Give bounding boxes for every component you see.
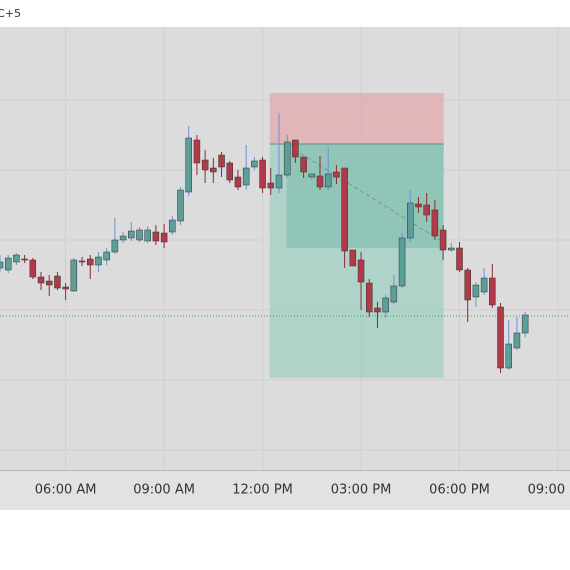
candle-body (103, 251, 110, 261)
candle-body (169, 219, 176, 233)
candle-body (505, 343, 512, 369)
candle-body (185, 137, 192, 193)
candle-body (78, 260, 86, 263)
x-tick-label: 06:00 AM (35, 483, 97, 498)
candle-body (292, 139, 299, 158)
candle-body (87, 258, 94, 266)
candle-body (456, 247, 463, 271)
candle-body (62, 286, 69, 290)
candle-body (464, 269, 471, 301)
trend-line (294, 149, 441, 241)
candle-body (177, 189, 184, 222)
candle-body (37, 276, 45, 284)
candle-body (210, 167, 217, 173)
x-tick-label: 09:00 PM (528, 483, 570, 498)
candle-body (160, 232, 168, 243)
candle-body (316, 175, 324, 188)
x-tick-label: 09:00 AM (133, 483, 195, 498)
x-tick-label: 03:00 PM (331, 483, 392, 498)
candle-body (407, 202, 414, 239)
candle-body (349, 249, 357, 267)
candle-body (333, 171, 340, 178)
candle-body (275, 174, 283, 189)
timezone-label: UTC+5 (0, 7, 21, 20)
candle-body (54, 275, 61, 289)
candle-body (341, 167, 348, 252)
candle-body (415, 203, 422, 208)
candle-body (382, 297, 389, 313)
candle-body (431, 209, 439, 237)
stop-zone (269, 93, 444, 144)
x-tick-label: 12:00 PM (232, 483, 293, 498)
candle-body (513, 332, 521, 349)
candle-body (152, 231, 160, 242)
candle-body (111, 239, 119, 253)
candle-body (374, 307, 381, 313)
candle-body (300, 156, 307, 173)
candle-body (390, 285, 398, 303)
candle-body (193, 139, 201, 164)
candle-body (218, 154, 225, 168)
candle-body (242, 167, 250, 186)
x-tick-label: 06:00 PM (429, 483, 490, 498)
candle-body (0, 261, 4, 269)
x-axis-band (0, 470, 570, 510)
candle-body (267, 182, 275, 189)
candle-body (423, 204, 430, 216)
candle-body (480, 277, 488, 293)
candle-body (4, 257, 12, 271)
candle-body (472, 284, 480, 298)
candle-body (398, 237, 406, 287)
candle-body (136, 229, 143, 241)
filled-zone (286, 144, 444, 248)
candle-body (357, 259, 365, 283)
candle-body (259, 159, 266, 189)
candle-body (251, 160, 258, 168)
candle-body (324, 173, 332, 188)
candle-body (234, 176, 242, 188)
candle-body (95, 256, 102, 266)
candle-body (497, 306, 504, 369)
candle-body (439, 229, 447, 251)
candle-body (448, 247, 455, 251)
candle-body (70, 259, 78, 292)
candle-body (283, 141, 291, 176)
candle-body (201, 159, 209, 171)
candle-body (489, 277, 496, 306)
candle-body (226, 162, 234, 181)
candle-body (521, 314, 529, 334)
candle-body (365, 282, 373, 313)
candle-body (45, 280, 53, 286)
candle-body (13, 254, 20, 263)
candle-body (21, 258, 28, 261)
candle-body (308, 173, 316, 178)
candle-body (144, 229, 151, 242)
candle-body (128, 230, 135, 239)
candle-body (29, 259, 37, 278)
candle-body (119, 235, 127, 241)
